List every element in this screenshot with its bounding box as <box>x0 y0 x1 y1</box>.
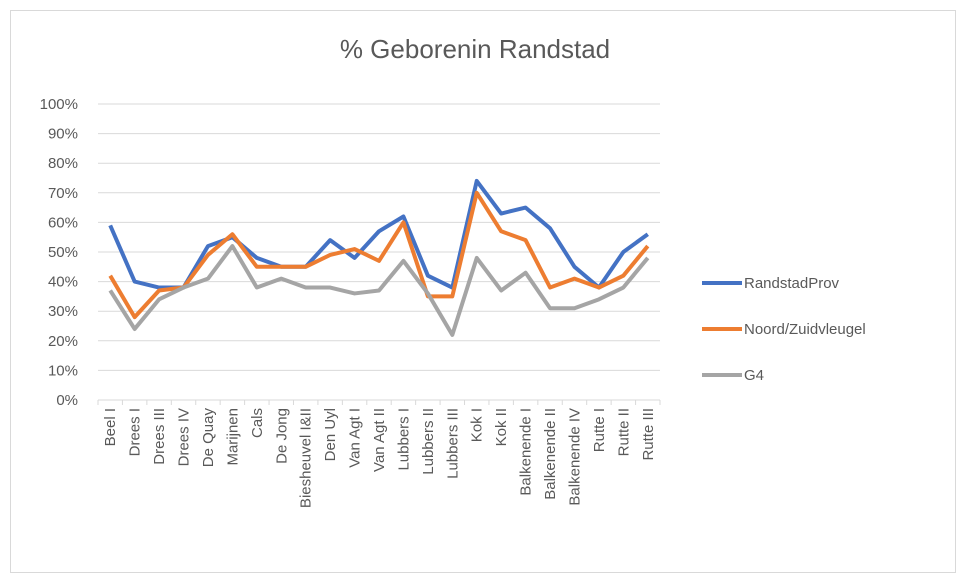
x-tick-label: Balkenende II <box>542 408 559 500</box>
x-tick-label: Rutte II <box>615 408 632 456</box>
y-tick-label: 50% <box>48 244 78 261</box>
legend-label: G4 <box>744 367 764 384</box>
x-tick-label: Van Agt II <box>371 408 388 472</box>
x-tick-label: Lubbers I <box>395 408 412 471</box>
x-tick-label: Balkenende I <box>518 408 535 496</box>
x-tick-label: Beel I <box>102 408 119 446</box>
x-tick-label: De Quay <box>200 408 217 468</box>
y-tick-label: 10% <box>48 362 78 379</box>
y-tick-label: 40% <box>48 274 78 291</box>
x-tick-label: Den Uyl <box>322 408 339 461</box>
x-tick-label: Cals <box>249 408 266 438</box>
x-tick-label: Lubbers III <box>444 408 461 479</box>
x-tick-label: Kok I <box>469 408 486 442</box>
y-tick-label: 70% <box>48 185 78 202</box>
series-line <box>108 178 649 290</box>
y-tick-label: 90% <box>48 126 78 143</box>
series-line <box>108 244 650 337</box>
legend-label: Noord/Zuidvleugel <box>744 321 866 338</box>
x-tick-label: Van Agt I <box>347 408 364 468</box>
x-tick-label: Biesheuvel I&II <box>298 408 315 508</box>
x-tick-label: De Jong <box>273 408 290 464</box>
x-tick-label: Lubbers II <box>420 408 437 475</box>
y-tick-label: 60% <box>48 214 78 231</box>
x-tick-label: Rutte III <box>640 408 657 461</box>
x-tick-label: Balkenende IV <box>566 408 583 506</box>
x-tick-label: Rutte I <box>591 408 608 452</box>
chart-title: % Geborenin Randstad <box>340 34 610 64</box>
x-tick-label: Drees I <box>127 408 144 456</box>
x-tick-label: Drees IV <box>176 408 193 466</box>
x-tick-label: Drees III <box>151 408 168 465</box>
series-line <box>108 190 650 320</box>
y-tick-label: 80% <box>48 155 78 172</box>
legend-label: RandstadProv <box>744 275 840 292</box>
y-tick-label: 0% <box>56 392 78 409</box>
y-tick-label: 100% <box>40 96 78 113</box>
x-tick-label: Kok II <box>493 408 510 446</box>
x-tick-label: Marijnen <box>224 408 241 466</box>
y-tick-label: 30% <box>48 303 78 320</box>
y-tick-label: 20% <box>48 333 78 350</box>
